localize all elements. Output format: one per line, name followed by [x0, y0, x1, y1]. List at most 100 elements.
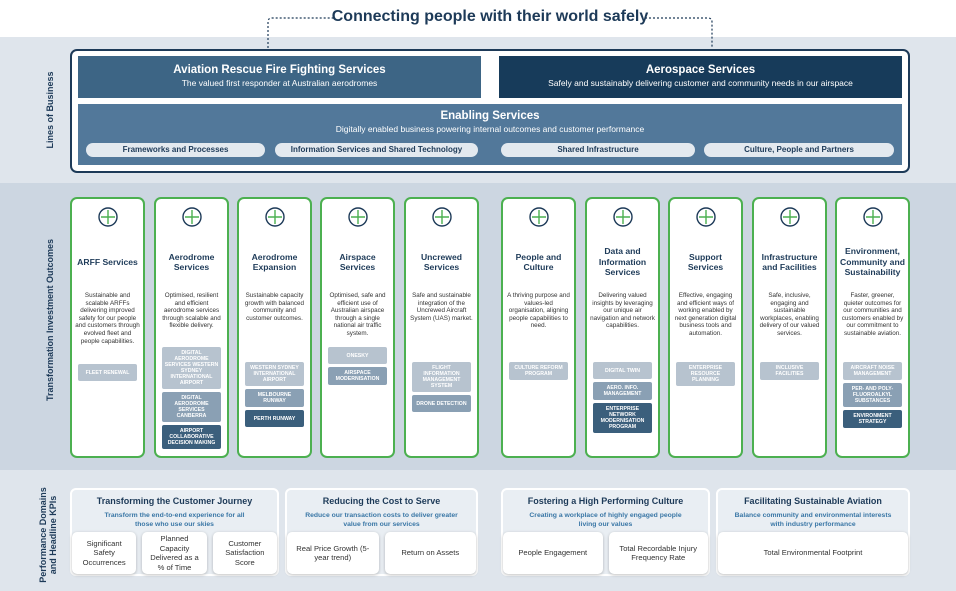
program-list: DIGITAL AERODROME SERVICES WESTERN SYDNE…: [156, 344, 227, 449]
domain-title: Reducing the Cost to Serve: [322, 496, 441, 506]
kpi: Total Environmental Footprint: [718, 532, 908, 574]
card-title: Environment, Community and Sustainabilit…: [840, 246, 905, 278]
card-title: Aerodrome Services: [168, 251, 215, 273]
program: AERO. INFO. MANAGEMENT: [593, 382, 652, 400]
domain-title: Fostering a High Performing Culture: [527, 496, 684, 506]
kpi-row: Real Price Growth (5-year trend) Return o…: [287, 532, 476, 574]
icon: [528, 207, 549, 227]
domain-subtitle: Balance community and environmental inte…: [734, 512, 892, 528]
domain-title: Transforming the Customer Journey: [96, 496, 253, 506]
program: DIGITAL TWIN: [593, 362, 652, 379]
icon: [264, 207, 285, 227]
icon: [862, 207, 883, 227]
card-description: Sustainable capacity growth with balance…: [244, 292, 305, 322]
icon: [97, 207, 118, 227]
program: ONESKY: [328, 347, 387, 364]
kpi: Return on Assets: [384, 532, 476, 574]
program: AIRCRAFT NOISE MANAGEMENT: [843, 362, 902, 380]
domain-subtitle: Transform the end-to-end experience for …: [104, 512, 245, 528]
icon: [181, 207, 202, 227]
program-list: CULTURE REFORM PROGRAM: [503, 359, 574, 380]
kpi: Significant Safety Occurrences: [72, 532, 137, 574]
program-list: FLIGHT INFORMATION MANAGEMENT SYSTEM DRON…: [406, 359, 477, 412]
outcome-card: Infrastructure and Facilities Safe, inclu…: [752, 197, 827, 458]
program: FLEET RENEWAL: [78, 364, 137, 381]
kpi-domain: Facilitating Sustainable Aviation Balance…: [716, 488, 910, 576]
card-description: Delivering valued insights by leveraging…: [590, 292, 655, 330]
kpi-row: People Engagement Total Recordable Injury…: [503, 532, 708, 574]
lob-unit: Aviation Rescue Fire Fighting Services Th…: [78, 56, 481, 98]
program-list: ENTERPRISE RESOURCE PLANNING: [670, 359, 741, 386]
outcome-card: Aerodrome Expansion Sustainable capacity …: [237, 197, 312, 458]
outcome-card: People and Culture A thriving purpose and…: [501, 197, 576, 458]
enabling-item: Culture, People and Partners: [704, 143, 894, 157]
program: AIRSPACE MODERNISATION: [328, 367, 387, 385]
card-title: Infrastructure and Facilities: [761, 251, 818, 273]
enabling-item: Frameworks and Processes: [86, 143, 265, 157]
card-description: Safe, inclusive, engaging and sustainabl…: [759, 292, 820, 337]
card-description: Optimised, safe and efficient use of Aus…: [329, 292, 386, 337]
card-description: Faster, greener, quieter outcomes for ou…: [841, 292, 904, 337]
program: DIGITAL AERODROME SERVICES CANBERRA: [162, 392, 221, 422]
card-title: Support Services: [687, 251, 724, 273]
program: DIGITAL AERODROME SERVICES WESTERN SYDNE…: [162, 347, 221, 389]
section-label: Transformation Investment Outcomes: [45, 238, 55, 402]
outcome-card: Environment, Community and Sustainabilit…: [835, 197, 910, 458]
unit-title: Aerospace Services: [645, 64, 756, 76]
card-title: Airspace Services: [339, 251, 376, 273]
section-label: Performance Domains and Headline KPIs: [38, 487, 58, 583]
icon: [779, 207, 800, 227]
outcome-card: Support Services Effective, engaging and …: [668, 197, 743, 458]
card-description: Sustainable and scalable ARFFs deliverin…: [75, 292, 140, 345]
program-list: AIRCRAFT NOISE MANAGEMENT PER- AND POLY-F…: [837, 359, 908, 428]
card-title: ARFF Services: [77, 256, 138, 267]
program: CULTURE REFORM PROGRAM: [509, 362, 568, 380]
section-label: Lines of Business: [45, 71, 55, 149]
program: DRONE DETECTION: [412, 395, 471, 412]
card-title: Aerodrome Expansion: [251, 251, 298, 273]
program-list: WESTERN SYDNEY INTERNATIONAL AIRPORT MELB…: [239, 359, 310, 427]
card-title: Uncrewed Services: [420, 251, 463, 273]
kpi-row: Total Environmental Footprint: [718, 532, 908, 574]
icon: [695, 207, 716, 227]
enabling-item: Information Services and Shared Technolo…: [275, 143, 478, 157]
lob-unit: Aerospace Services Safely and sustainably…: [499, 56, 902, 98]
outcome-card: Uncrewed Services Safe and sustainable in…: [404, 197, 479, 458]
kpi-row: Significant Safety Occurrences Planned Ca…: [72, 532, 277, 574]
outcome-card: Data and Information Services Delivering …: [585, 197, 660, 458]
kpi: People Engagement: [503, 532, 603, 574]
card-description: A thriving purpose and values-led organi…: [507, 292, 570, 330]
unit-subtitle: Safely and sustainably delivering custom…: [548, 78, 853, 88]
program: AIRPORT COLLABORATIVE DECISION MAKING: [162, 425, 221, 449]
domain-subtitle: Reduce our transaction costs to deliver …: [305, 512, 458, 528]
icon: [612, 207, 633, 227]
kpi: Planned Capacity Delivered as a % of Tim…: [142, 532, 207, 574]
program: WESTERN SYDNEY INTERNATIONAL AIRPORT: [245, 362, 304, 386]
kpi: Real Price Growth (5-year trend): [287, 532, 379, 574]
outcome-card: Airspace Services Optimised, safe and eff…: [320, 197, 395, 458]
program: ENVIRONMENT STRATEGY: [843, 410, 902, 428]
kpi-domain: Transforming the Customer Journey Transfo…: [70, 488, 279, 576]
program-list: ONESKY AIRSPACE MODERNISATION: [322, 344, 393, 385]
program: MELBOURNE RUNWAY: [245, 389, 304, 407]
enabling-title: Enabling Services: [440, 110, 540, 122]
program-list: FLEET RENEWAL: [72, 361, 143, 381]
card-title: Data and Information Services: [598, 246, 647, 278]
card-description: Optimised, resilient and efficient aerod…: [162, 292, 221, 330]
program: INCLUSIVE FACILITIES: [760, 362, 819, 380]
program: ENTERPRISE NETWORK MODERNISATION PROGRAM: [593, 403, 652, 433]
page-title: Connecting people with their world safel…: [331, 8, 649, 25]
program: PERTH RUNWAY: [245, 410, 304, 427]
kpi: Total Recordable Injury Frequency Rate: [608, 532, 708, 574]
connector: [267, 17, 713, 48]
program: ENTERPRISE RESOURCE PLANNING: [676, 362, 735, 386]
icon: [347, 207, 368, 227]
kpi-domain: Fostering a High Performing Culture Creat…: [501, 488, 710, 576]
card-title: People and Culture: [515, 251, 562, 273]
outcome-card: ARFF Services Sustainable and scalable AR…: [70, 197, 145, 458]
kpi-domain: Reducing the Cost to Serve Reduce our tra…: [285, 488, 478, 576]
enabling-subtitle: Digitally enabled business powering inte…: [335, 124, 645, 134]
program-list: INCLUSIVE FACILITIES: [754, 359, 825, 380]
domain-subtitle: Creating a workplace of highly engaged p…: [529, 512, 682, 528]
